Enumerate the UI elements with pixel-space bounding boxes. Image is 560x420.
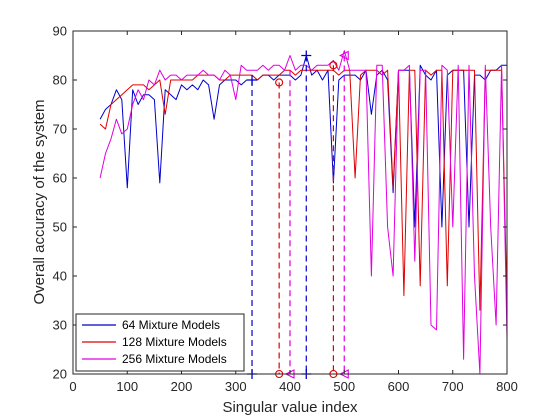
x-tick-label-5: 500 [333,379,355,394]
y-axis-label: Overall accuracy of the system [31,99,48,304]
dashed-lines-layer [251,55,345,374]
series-line-3 [99,50,507,374]
marker-plus-2 [301,50,312,61]
legend-label-3: 256 Mixture Models [122,352,227,366]
marker-circle-6 [329,61,338,70]
x-tick-label-2: 200 [171,379,193,394]
y-tick-label-6: 80 [53,73,67,88]
marker-plus-1 [247,75,258,85]
ticks-layer: 0 100 200 300 400 500 600 700 800 20 30 40 50 60 70 80 9… [53,24,518,395]
y-tick-label-3: 50 [53,220,67,235]
x-tick-label-0: 0 [69,379,76,394]
y-tick-label-4: 60 [53,171,67,186]
series-line-2 [99,69,507,311]
y-tick-label-1: 30 [53,318,67,333]
series-layer [99,50,507,374]
marker-triangle-10 [339,50,349,61]
y-tick-label-2: 40 [53,269,67,284]
legend-label-1: 64 Mixture Models [122,318,220,332]
legend-label-2: 128 Mixture Models [122,335,227,349]
x-tick-label-1: 100 [116,379,138,394]
y-tick-label-0: 20 [53,367,67,382]
x-tick-label-3: 300 [225,379,247,394]
legend: 64 Mixture Models 128 Mixture Models 256 M… [75,313,245,372]
y-tick-label-7: 90 [53,24,67,39]
x-axis-label: Singular value index [222,399,358,416]
x-tick-label-4: 400 [279,379,301,394]
x-tick-label-7: 700 [442,379,464,394]
marker-circle-5 [275,78,284,87]
x-tick-label-6: 600 [388,379,410,394]
x-tick-label-8: 800 [496,379,518,394]
y-tick-label-5: 70 [53,122,67,137]
